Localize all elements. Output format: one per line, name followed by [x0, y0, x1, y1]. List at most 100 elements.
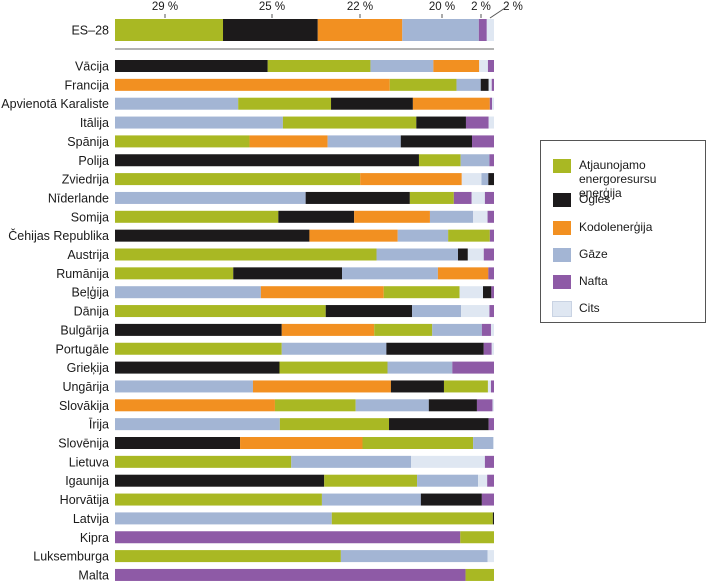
- legend-swatch-gaze: [553, 248, 571, 262]
- category-label-row-11: Austrija: [67, 248, 109, 262]
- bar-segment-row-17-3: [452, 361, 494, 374]
- bar-segment-row-12-1: [233, 267, 343, 280]
- bar-segment-row-21-4: [493, 437, 494, 449]
- bar-segment-row-18-1: [252, 380, 391, 393]
- bar-segment-row-14-0: [115, 305, 326, 318]
- bar-segment-row-11-4: [483, 248, 494, 261]
- eu-share-label-ogles: 25 %: [259, 1, 285, 13]
- bar-segment-row-15-0: [115, 323, 282, 336]
- category-label-row-13: Beļģija: [71, 286, 109, 300]
- bar-segment-row-1-0: [115, 60, 268, 72]
- category-label-row-18: Ungārija: [62, 380, 109, 394]
- bar-segment-row-0-0: [115, 19, 224, 41]
- bar-segment-row-14-2: [412, 305, 462, 318]
- bar-segment-row-3-3: [412, 97, 490, 110]
- bar-segment-row-6-2: [460, 154, 490, 167]
- bar-segment-row-9-2: [354, 210, 430, 223]
- bar-segment-row-11-3: [467, 248, 484, 261]
- bar-segment-row-16-2: [386, 342, 484, 355]
- category-label-row-1: Vācija: [75, 60, 109, 74]
- bar-segment-row-8-2: [409, 191, 454, 204]
- bar-segment-row-26-0: [115, 531, 461, 544]
- bar-segment-row-1-4: [479, 60, 488, 72]
- legend-swatch-ogles: [553, 193, 571, 207]
- category-label-row-4: Itālija: [80, 116, 109, 130]
- bar-segment-row-13-0: [115, 286, 261, 299]
- bar-segment-row-19-1: [274, 399, 356, 412]
- bar-segment-row-6-0: [115, 154, 419, 167]
- eu-share-label-gaze: 20 %: [429, 1, 455, 13]
- category-label-row-3: Apvienotā Karaliste: [1, 97, 109, 111]
- bar-segment-row-19-0: [115, 399, 275, 412]
- bar-segment-row-1-5: [487, 60, 494, 72]
- bar-segment-row-0-2: [317, 19, 403, 41]
- bar-segment-row-8-3: [453, 191, 472, 204]
- category-label-row-0: ES–28: [71, 24, 109, 38]
- bar-segment-row-2-0: [115, 78, 390, 91]
- bar-segment-row-12-3: [437, 267, 489, 280]
- bar-segment-row-24-0: [115, 493, 322, 506]
- bar-segment-row-4-2: [416, 116, 466, 129]
- bar-segment-row-23-4: [487, 474, 494, 487]
- bar-segment-row-24-2: [420, 493, 482, 506]
- bar-segment-row-20-3: [488, 418, 494, 431]
- bar-segment-row-27-1: [340, 550, 488, 563]
- bar-segment-row-15-5: [490, 323, 494, 336]
- bar-segment-row-10-3: [448, 229, 490, 242]
- category-label-row-14: Dānija: [74, 305, 109, 319]
- bar-segment-row-1-2: [370, 60, 434, 72]
- category-label-row-28: Malta: [78, 568, 109, 582]
- bar-segment-row-9-3: [429, 210, 474, 223]
- legend-item-gaze: Gāze: [553, 247, 694, 262]
- bar-segment-row-15-1: [281, 323, 375, 336]
- bar-segment-row-19-4: [476, 399, 493, 412]
- eu-share-label-nafta: 2 %: [471, 1, 491, 13]
- category-label-row-5: Spānija: [67, 135, 109, 149]
- bar-segment-row-11-2: [458, 248, 468, 261]
- eu-share-leader-lines: [164, 5, 509, 19]
- bar-segment-row-12-4: [488, 267, 494, 280]
- eu-share-label-cits: 2 %: [503, 1, 523, 13]
- category-label-row-19: Slovākija: [59, 399, 109, 413]
- legend: Atjaunojamo energoresursu enerģija Ogles…: [540, 140, 706, 323]
- bar-segment-row-26-1: [460, 531, 494, 544]
- category-label-row-12: Rumānija: [56, 267, 109, 281]
- category-label-row-7: Zviedrija: [62, 173, 109, 187]
- bar-segment-row-11-0: [115, 248, 377, 261]
- legend-item-kodolenergija: Kodolenerģija: [553, 220, 694, 235]
- bar-segment-row-14-3: [461, 305, 490, 318]
- bar-segment-row-21-3: [473, 437, 494, 449]
- eu-share-labels: 29 % 25 % 22 % 20 % 2 % 2 %: [152, 1, 523, 13]
- legend-label-kodolenergija: Kodolenerģija: [579, 220, 653, 234]
- bar-segment-row-28-1: [465, 568, 494, 581]
- category-label-row-27: Luksemburga: [33, 550, 109, 564]
- bar-segment-row-19-3: [428, 399, 477, 412]
- legend-label-nafta: Nafta: [579, 274, 608, 288]
- bar-segment-row-1-3: [433, 60, 480, 72]
- bar-segment-row-3-1: [238, 97, 332, 110]
- bar-segment-row-2-2: [456, 78, 481, 91]
- legend-item-nafta: Nafta: [553, 274, 694, 289]
- legend-label-cits: Cits: [579, 301, 600, 315]
- category-label-row-2: Francija: [65, 78, 110, 92]
- bar-segment-row-18-2: [390, 380, 444, 393]
- bar-segment-row-23-2: [417, 474, 479, 487]
- bar-segment-row-3-5: [492, 97, 495, 110]
- legend-swatch-kodolenergija: [553, 221, 571, 235]
- category-label-row-23: Igaunija: [65, 474, 109, 488]
- category-label-row-26: Kipra: [80, 531, 109, 545]
- bar-segment-row-9-4: [473, 210, 488, 223]
- bar-segment-row-15-3: [432, 323, 482, 336]
- bar-segment-row-0-4: [478, 19, 487, 41]
- bar-segment-row-8-5: [484, 191, 494, 204]
- bar-segment-row-23-0: [115, 474, 325, 487]
- bar-segment-row-21-2: [362, 437, 474, 449]
- legend-item-ogles: Ogles: [553, 192, 694, 207]
- bar-segment-row-16-1: [281, 342, 387, 355]
- bar-segment-row-6-3: [489, 154, 494, 167]
- category-label-row-16: Portugāle: [55, 342, 109, 356]
- eu-share-label-atjaunojamo: 29 %: [152, 1, 178, 13]
- bar-segment-row-3-2: [331, 97, 413, 110]
- bar-segment-row-25-1: [331, 512, 493, 525]
- legend-label-gaze: Gāze: [579, 247, 608, 261]
